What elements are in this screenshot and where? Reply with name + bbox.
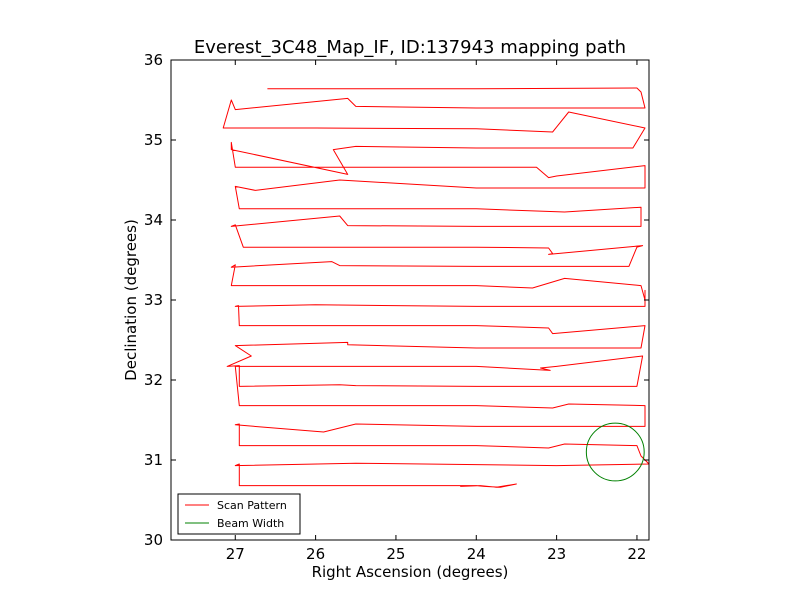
y-axis-label: Declination (degrees) — [122, 219, 140, 381]
x-tick-label: 23 — [547, 545, 566, 563]
x-tick-label: 27 — [226, 545, 245, 563]
chart-title: Everest_3C48_Map_IF, ID:137943 mapping p… — [194, 37, 626, 58]
x-tick-label: 25 — [386, 545, 405, 563]
legend-scan-label: Scan Pattern — [217, 499, 287, 512]
y-tick-label: 30 — [144, 531, 163, 549]
y-tick-label: 31 — [144, 451, 163, 469]
plot-area — [222, 87, 649, 488]
y-tick-label: 34 — [144, 211, 163, 229]
x-tick-label: 26 — [306, 545, 325, 563]
y-tick-label: 36 — [144, 51, 163, 69]
x-tick-label: 22 — [627, 545, 646, 563]
y-tick-label: 32 — [144, 371, 163, 389]
legend: Scan Pattern Beam Width — [177, 493, 301, 535]
legend-beam-label: Beam Width — [217, 517, 284, 530]
plot-frame — [170, 59, 650, 541]
y-tick-label: 33 — [144, 291, 163, 309]
axis-ticks: 27 26 25 24 23 22 30 31 32 33 34 35 36 — [144, 51, 649, 563]
beam-width-circle — [585, 422, 645, 482]
y-tick-label: 35 — [144, 131, 163, 149]
x-tick-label: 24 — [467, 545, 486, 563]
scan-pattern-line — [222, 87, 649, 488]
legend-frame — [177, 493, 301, 535]
x-axis-label: Right Ascension (degrees) — [312, 563, 509, 581]
